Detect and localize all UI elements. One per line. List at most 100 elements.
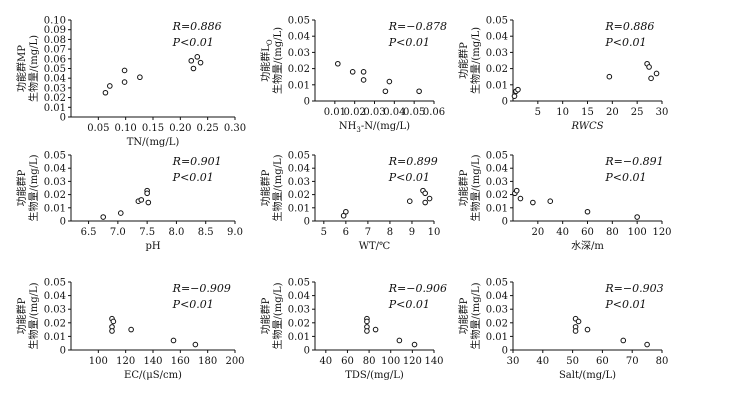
y-tick-label: 0.07 [44,45,66,56]
y-axis-label: 功能群P [457,169,470,206]
y-tick-label: 0.03 [44,83,66,94]
y-tick-label: 0.04 [44,164,66,175]
data-point [572,328,579,334]
y-tick-label: 0.03 [288,48,310,59]
p-value: P<0.01 [604,298,646,311]
data-point [360,69,367,75]
x-tick-label: 160 [171,356,190,367]
y-tick-label: 0 [60,346,66,357]
y-tick-label: 0.05 [44,278,66,289]
p-value: P<0.01 [604,171,646,184]
x-axis-label: TDS/(mg/L) [345,370,404,381]
x-tick-label: 8.0 [168,227,184,238]
y-tick-label: 0.08 [44,35,66,46]
x-tick-label: 120 [403,356,422,367]
x-tick-label: 100 [381,356,400,367]
data-point [110,318,117,325]
data-point [192,341,199,348]
data-point [406,198,413,204]
y-tick-label: 0.03 [288,177,310,188]
y-tick-label: 0.03 [486,48,508,59]
data-point [188,57,195,64]
x-tick-label: 0.01 [324,107,346,118]
x-tick-label: 120 [652,227,671,238]
r-value: R=−0.903 [604,282,663,295]
data-point [422,190,428,197]
y-tick-label: 0 [304,97,310,108]
data-point [194,54,201,60]
y-tick-label: 0.04 [486,32,508,43]
scatter-panel-8: 40 60 80 100 120 140 0 0.01 0.02 0.03 0.04 0.05 TDS/… [259,278,447,382]
data-point [100,214,107,220]
y-tick-label: 0.06 [44,54,66,65]
x-tick-label: 70 [626,356,639,367]
data-point [513,187,520,194]
y-tick-label: 0.10 [44,16,66,27]
x-tick-label: 6 [343,227,349,238]
y-axis-label: 生物量/(mg/L) [271,154,284,221]
y-tick-label: 0.05 [44,64,66,75]
data-point [547,198,554,204]
y-tick-label: 0.02 [288,64,310,75]
x-tick-label: 80 [363,356,376,367]
data-point [360,77,367,83]
x-tick-label: 5 [535,107,541,118]
data-point [382,88,389,95]
x-tick-label: 20 [531,227,544,238]
data-point [396,337,403,344]
data-point [648,75,654,82]
x-tick-label: 20 [606,107,619,118]
x-tick-label: 7.0 [110,227,126,238]
x-tick-label: 15 [581,107,594,118]
data-point [584,208,591,215]
y-axis-label: 功能群P [259,297,272,334]
x-tick-label: 0.06 [423,107,445,118]
x-tick-label: 40 [556,227,569,238]
r-value: R=−0.878 [388,20,447,33]
x-axis-label: Salt/(mg/L) [559,370,616,381]
data-point [584,326,591,333]
data-point [386,78,393,85]
data-point [372,326,379,333]
r-value: R=0.901 [172,155,222,168]
y-tick-label: 0.04 [486,164,508,175]
data-point [653,70,660,77]
y-axis-label: 生物量/(mg/L) [27,154,40,221]
x-tick-label: 7.5 [139,227,155,238]
y-tick-label: 0.05 [44,151,66,162]
y-tick-label: 0.01 [288,80,310,91]
x-tick-label: 60 [596,356,609,367]
data-point [364,318,370,325]
y-axis-label: 功能群MP [15,45,28,92]
data-point [137,74,143,81]
y-tick-label: 0.03 [288,305,310,316]
x-tick-label: 0.30 [224,123,246,134]
x-tick-label: 0.05 [403,107,425,118]
x-tick-label: 40 [536,356,549,367]
y-tick-label: 0.04 [288,291,310,302]
x-axis-label: NH3-N/(mg/L) [339,121,410,134]
y-axis-label: 生物量/(mg/L) [271,282,284,349]
y-tick-label: 0.01 [486,203,508,214]
scatter-panel-2: 0.010.020.030.040.050.0600.010.020.030.0… [259,16,447,135]
y-tick-label: 0.01 [288,203,310,214]
x-tick-label: 60 [341,356,354,367]
data-point [170,337,177,344]
scatter-panel-6: 20 40 60 80 100 120 0 0.01 0.02 0.03 0.04 0.05 水深/m 功… [457,151,672,253]
scatter-panel-3: 5 10 15 20 25 30 0 0.01 0.02 0.03 0.04 0.05 RWCS 功能群P… [457,16,668,133]
data-point [335,60,341,67]
y-tick-label: 0.02 [288,318,310,329]
y-axis-label: 生物量/(mg/L) [27,35,40,102]
data-point [364,328,370,334]
data-point [515,86,521,93]
data-point [411,341,418,348]
data-point [416,88,422,95]
y-axis-label: 生物量/(mg/L) [469,282,482,349]
x-tick-label: 50 [566,356,579,367]
data-point [511,93,518,99]
y-axis-label: 功能群P [457,297,470,334]
x-axis-label: WT/℃ [359,241,391,252]
p-value: P<0.01 [604,36,646,49]
p-value: P<0.01 [172,36,214,49]
x-axis-label: 水深/m [571,240,604,252]
